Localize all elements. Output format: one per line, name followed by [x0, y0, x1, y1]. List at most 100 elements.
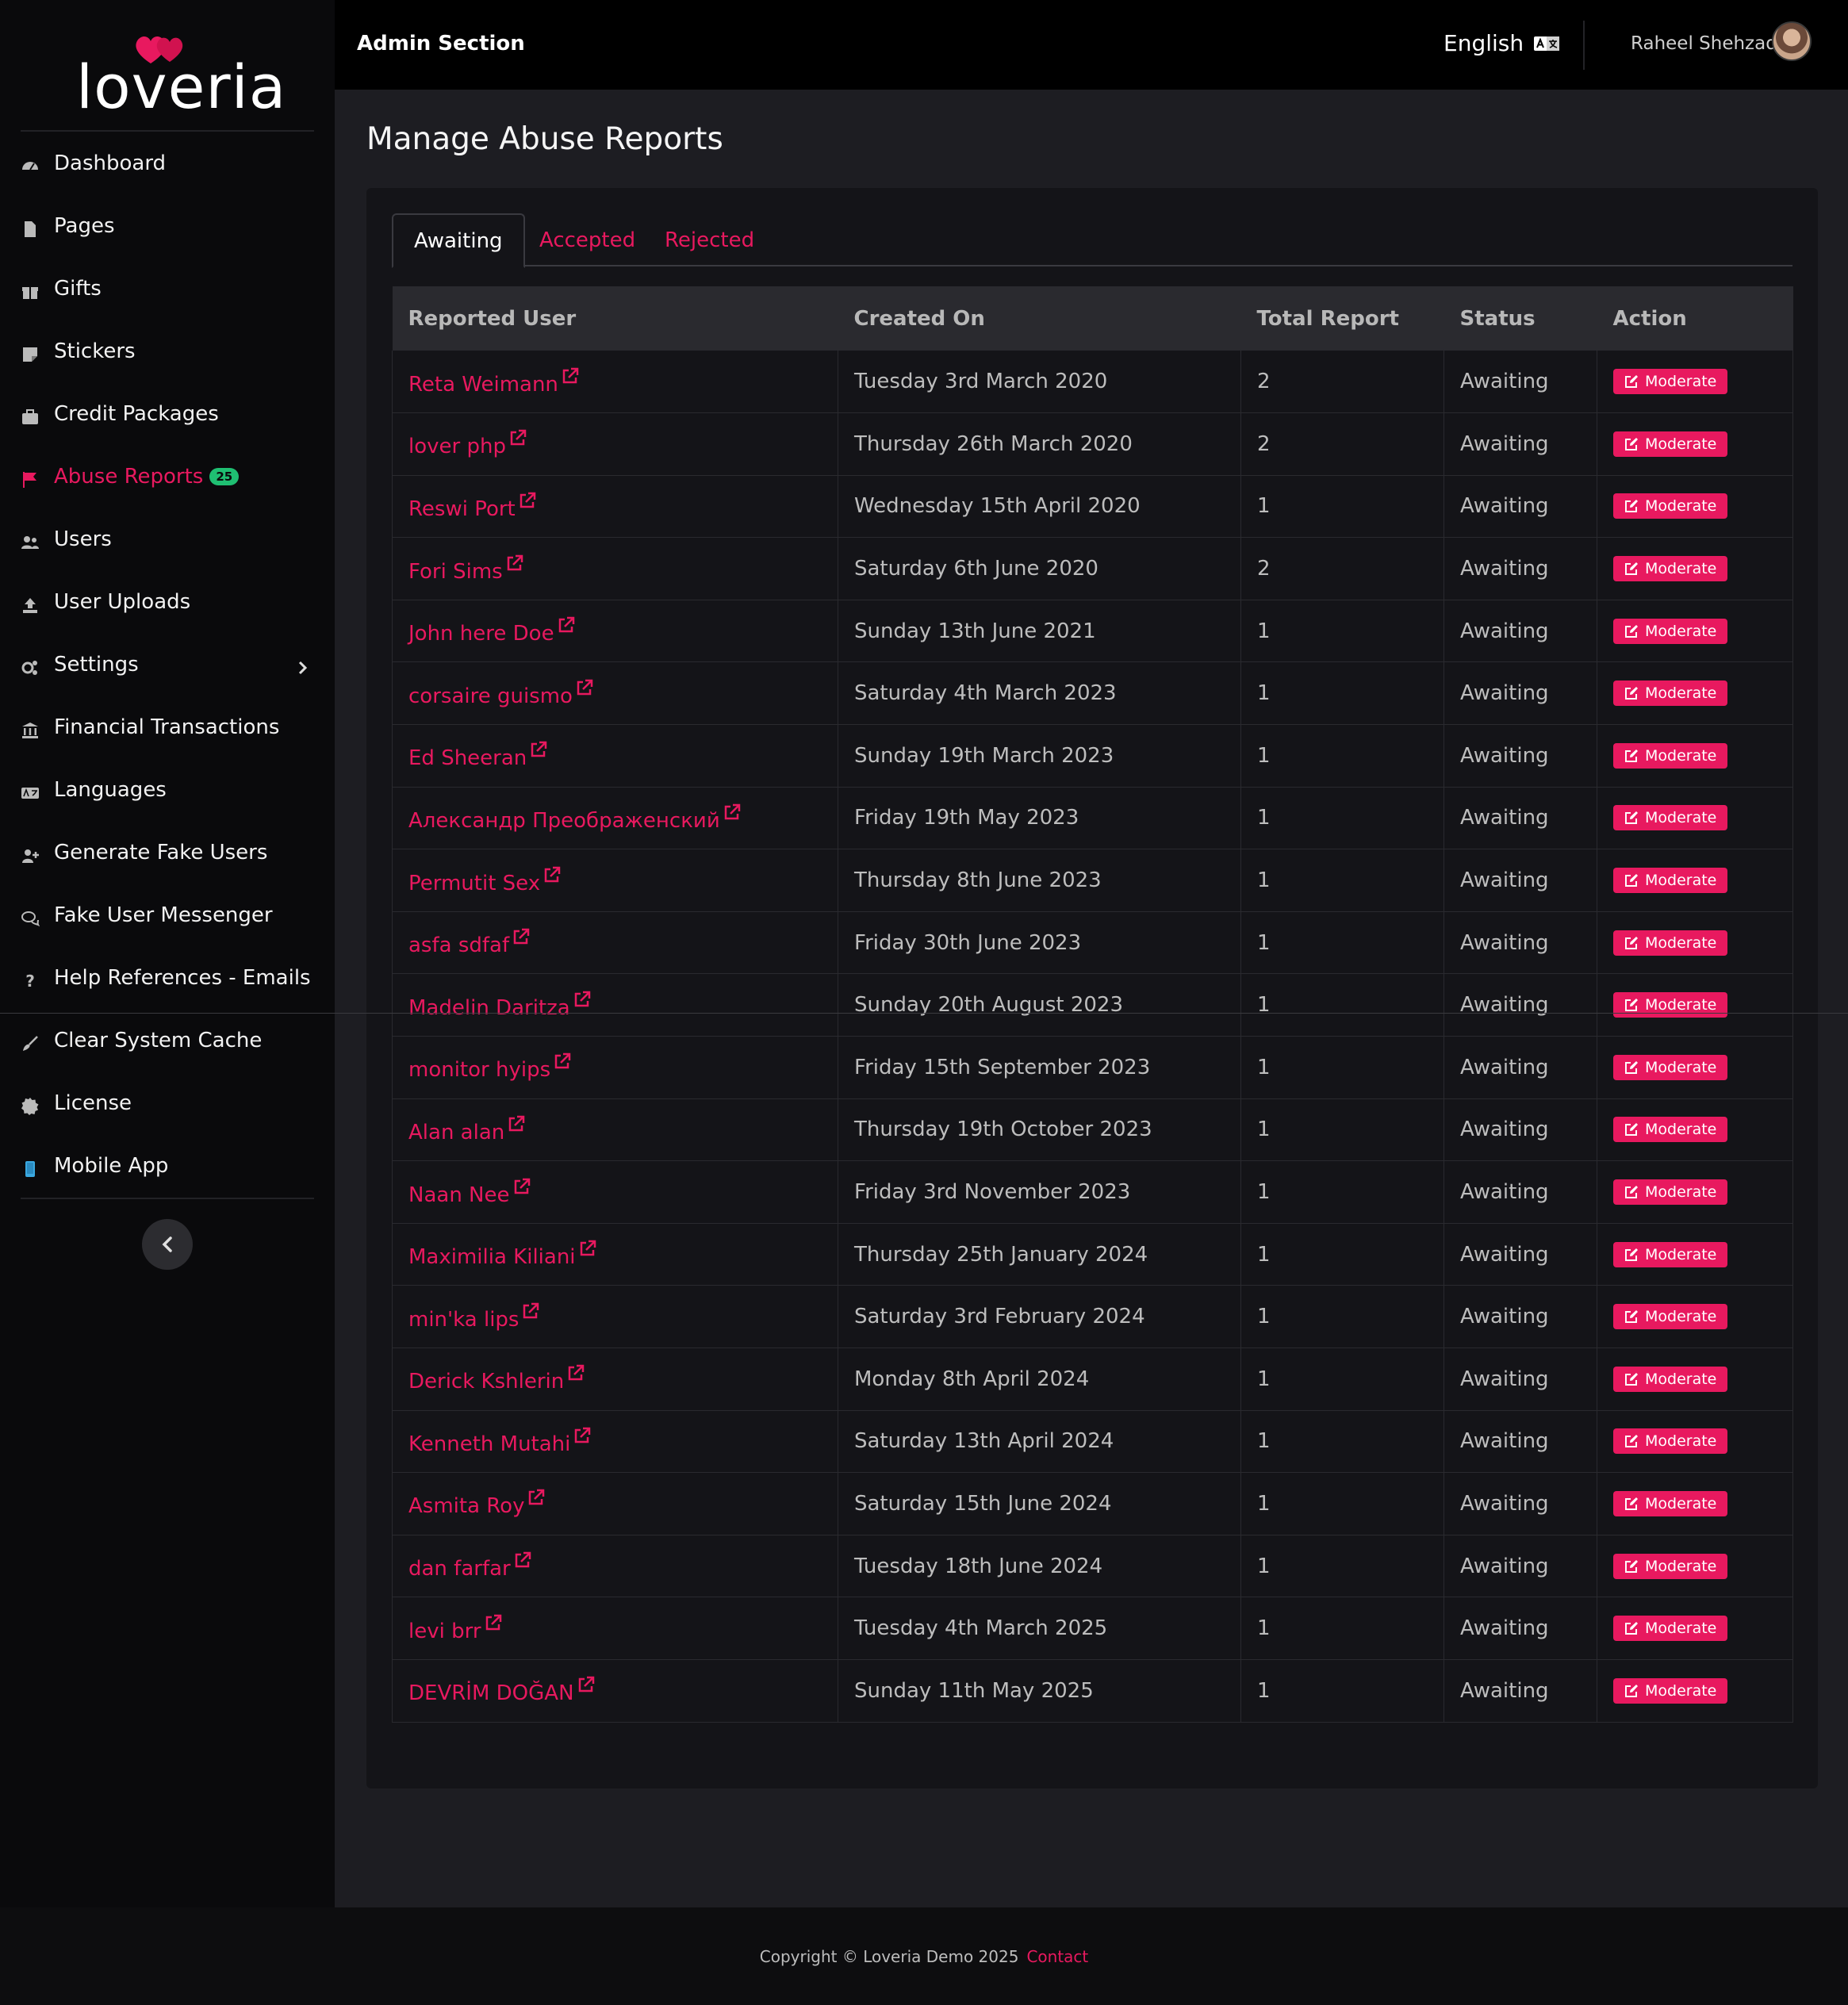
status-cell: Awaiting: [1444, 1659, 1597, 1723]
moderate-button[interactable]: Moderate: [1613, 1179, 1728, 1206]
reported-user-link[interactable]: Alan alan: [408, 1115, 525, 1144]
sidebar-item-settings[interactable]: Settings: [0, 636, 335, 698]
sidebar-item-user-uploads[interactable]: User Uploads: [0, 573, 335, 635]
moderate-label: Moderate: [1645, 1245, 1717, 1263]
moderate-button[interactable]: Moderate: [1613, 868, 1728, 894]
sidebar-item-users[interactable]: Users: [0, 511, 335, 573]
sidebar-item-mobile-app[interactable]: Mobile App: [0, 1137, 335, 1199]
reported-user-name: Александр Преображенский: [408, 808, 720, 833]
moderate-button[interactable]: Moderate: [1613, 1616, 1728, 1642]
edit-icon: [1625, 1559, 1638, 1573]
moderate-button[interactable]: Moderate: [1613, 930, 1728, 956]
reported-user-name: Ed Sheeran: [408, 746, 527, 771]
moderate-button[interactable]: Moderate: [1613, 1490, 1728, 1516]
sidebar-item-abuse-reports[interactable]: Abuse Reports 25: [0, 448, 335, 510]
reported-user-link[interactable]: corsaire guismo: [408, 679, 593, 708]
moderate-button[interactable]: Moderate: [1613, 1117, 1728, 1143]
moderate-button[interactable]: Moderate: [1613, 369, 1728, 395]
reported-user-link[interactable]: levi brr: [408, 1614, 502, 1643]
sidebar-item-fake-user-messenger[interactable]: Fake User Messenger: [0, 887, 335, 949]
moderate-button[interactable]: Moderate: [1613, 1428, 1728, 1455]
sidebar-item-credit-packages[interactable]: Credit Packages: [0, 385, 335, 447]
created-on-cell: Sunday 11th May 2025: [838, 1659, 1241, 1723]
reported-user-name: Fori Sims: [408, 559, 503, 584]
sidebar-item-text: User Uploads: [54, 590, 191, 614]
sidebar-item-dashboard[interactable]: Dashboard: [0, 135, 335, 197]
footer-contact-link[interactable]: Contact: [1026, 1946, 1089, 1966]
reported-user-cell: Permutit Sex: [392, 849, 838, 912]
moderate-button[interactable]: Moderate: [1613, 742, 1728, 769]
sidebar-item-help-references-emails[interactable]: ? Help References - Emails: [0, 949, 335, 1011]
moderate-button[interactable]: Moderate: [1613, 556, 1728, 582]
chevron-left-icon: [162, 1236, 172, 1252]
sidebar-item-label: Clear System Cache: [54, 1029, 262, 1052]
reported-user-link[interactable]: Derick Kshlerin: [408, 1365, 585, 1394]
reported-user-link[interactable]: Fori Sims: [408, 554, 523, 584]
gift-icon: [21, 282, 40, 301]
action-cell: Moderate: [1597, 351, 1793, 414]
reported-user-link[interactable]: min'ka lips: [408, 1302, 539, 1332]
edit-icon: [1625, 437, 1638, 450]
user-name[interactable]: Raheel Shehzad: [1631, 33, 1777, 54]
status-cell: Awaiting: [1444, 600, 1597, 663]
reported-user-cell: lover php: [392, 412, 838, 476]
total-report-cell: 1: [1240, 1410, 1444, 1474]
action-cell: Moderate: [1597, 475, 1793, 539]
reported-user-link[interactable]: Reta Weimann: [408, 367, 579, 397]
reported-user-name: levi brr: [408, 1619, 481, 1643]
external-link-icon: [531, 742, 547, 757]
sidebar-item-pages[interactable]: Pages: [0, 197, 335, 259]
moderate-button[interactable]: Moderate: [1613, 805, 1728, 831]
moderate-button[interactable]: Moderate: [1613, 493, 1728, 519]
sidebar-item-generate-fake-users[interactable]: Generate Fake Users: [0, 824, 335, 886]
moderate-button[interactable]: Moderate: [1613, 618, 1728, 644]
moderate-button[interactable]: Moderate: [1613, 1553, 1728, 1579]
reported-user-link[interactable]: Madelin Daritza: [408, 991, 591, 1020]
reported-user-link[interactable]: monitor hyips: [408, 1053, 571, 1082]
reported-user-link[interactable]: Reswi Port: [408, 492, 536, 521]
sidebar-collapse-button[interactable]: [142, 1219, 193, 1270]
sidebar-item-license[interactable]: License: [0, 1075, 335, 1137]
reported-user-link[interactable]: asfa sdfaf: [408, 928, 530, 957]
moderate-button[interactable]: Moderate: [1613, 431, 1728, 457]
sidebar-item-stickers[interactable]: Stickers: [0, 323, 335, 385]
sidebar: loveria Dashboard Pages Gifts Stickers Credi…: [0, 0, 335, 1907]
language-selector[interactable]: English: [1444, 30, 1560, 56]
created-on-cell: Thursday 19th October 2023: [838, 1098, 1241, 1162]
reported-user-link[interactable]: Ed Sheeran: [408, 742, 547, 771]
tab-awaiting[interactable]: Awaiting: [392, 213, 525, 268]
reported-user-link[interactable]: Александр Преображенский: [408, 803, 741, 833]
brand-logo[interactable]: loveria: [76, 29, 286, 117]
moderate-button[interactable]: Moderate: [1613, 1241, 1728, 1267]
sidebar-item-gifts[interactable]: Gifts: [0, 260, 335, 322]
moderate-button[interactable]: Moderate: [1613, 992, 1728, 1018]
moderate-button[interactable]: Moderate: [1613, 1304, 1728, 1330]
tab-accepted[interactable]: Accepted: [539, 228, 636, 252]
status-cell: Awaiting: [1444, 351, 1597, 414]
reported-user-link[interactable]: John here Doe: [408, 616, 575, 646]
moderate-button[interactable]: Moderate: [1613, 1054, 1728, 1080]
reported-user-link[interactable]: Asmita Roy: [408, 1489, 545, 1518]
avatar[interactable]: [1772, 21, 1812, 61]
moderate-button[interactable]: Moderate: [1613, 1366, 1728, 1392]
reported-user-link[interactable]: lover php: [408, 430, 527, 458]
reported-user-link[interactable]: Permutit Sex: [408, 866, 561, 895]
moderate-button[interactable]: Moderate: [1613, 680, 1728, 707]
sidebar-item-label: Languages: [54, 778, 167, 802]
reported-user-link[interactable]: Naan Nee: [408, 1178, 531, 1207]
tab-rejected[interactable]: Rejected: [665, 228, 755, 252]
chat-icon: [21, 909, 40, 928]
reported-user-link[interactable]: Maximilia Kiliani: [408, 1240, 596, 1269]
top-bar: Admin Section English Raheel Shehzad: [335, 0, 1848, 90]
sidebar-item-languages[interactable]: Languages: [0, 761, 335, 823]
reported-user-link[interactable]: dan farfar: [408, 1551, 531, 1581]
sidebar-item-clear-system-cache[interactable]: Clear System Cache: [0, 1012, 335, 1074]
edit-icon: [1625, 749, 1638, 762]
reported-user-name: corsaire guismo: [408, 684, 573, 708]
sidebar-item-text: Mobile App: [54, 1154, 169, 1178]
edit-icon: [1625, 811, 1638, 825]
reported-user-link[interactable]: DEVRİM DOĞAN: [408, 1677, 595, 1705]
moderate-button[interactable]: Moderate: [1613, 1677, 1728, 1704]
sidebar-item-financial-transactions[interactable]: Financial Transactions: [0, 699, 335, 761]
reported-user-link[interactable]: Kenneth Mutahi: [408, 1427, 591, 1456]
